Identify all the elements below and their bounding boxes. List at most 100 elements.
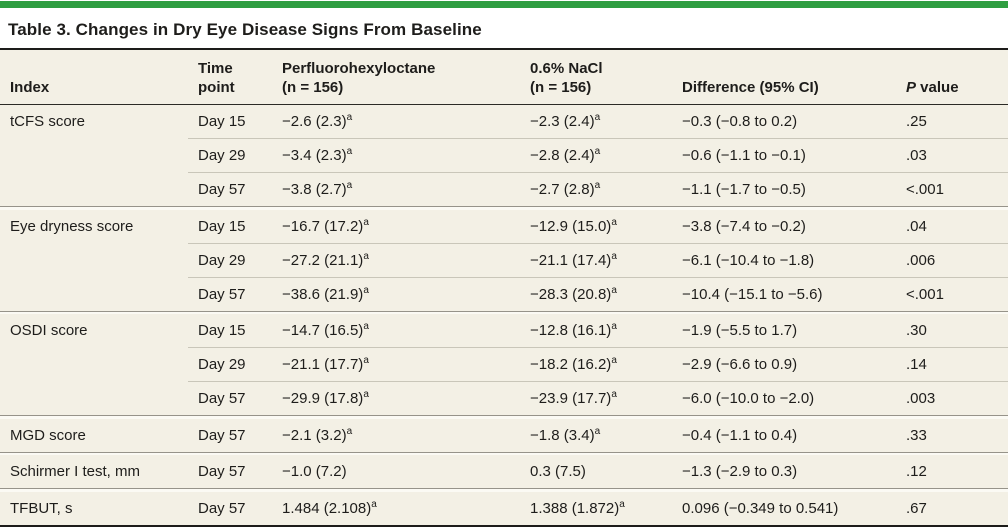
footnote-marker: a — [611, 250, 617, 262]
nacl-cell: −1.8 (3.4)a — [520, 418, 672, 452]
nacl-cell: −18.2 (16.2)a — [520, 347, 672, 382]
table-title: Table 3. Changes in Dry Eye Disease Sign… — [8, 20, 482, 39]
perfluorohexyloctane-cell: −3.8 (2.7)a — [272, 172, 520, 207]
nacl-cell: 0.3 (7.5) — [520, 455, 672, 489]
nacl-cell: −12.8 (16.1)a — [520, 314, 672, 348]
perfluorohexyloctane-cell: −38.6 (21.9)a — [272, 276, 520, 311]
footnote-marker: a — [611, 216, 617, 228]
header-time-point: Time point — [188, 50, 272, 105]
footnote-marker: a — [611, 284, 617, 296]
footnote-marker: a — [611, 355, 617, 366]
nacl-cell: −23.9 (17.7)a — [520, 381, 672, 416]
footnote-marker: a — [363, 284, 369, 296]
p-value-cell: .03 — [896, 138, 1008, 173]
header-p-value: P value — [896, 50, 1008, 105]
perfluorohexyloctane-cell: −3.4 (2.3)a — [272, 138, 520, 173]
difference-cell: −10.4 (−15.1 to −5.6) — [672, 276, 896, 311]
footnote-marker: a — [346, 425, 353, 437]
time-point-cell: Day 57 — [188, 491, 272, 525]
difference-cell: −1.1 (−1.7 to −0.5) — [672, 172, 896, 207]
perfluorohexyloctane-cell: −2.1 (3.2)a — [272, 418, 520, 452]
time-point-cell: Day 29 — [188, 242, 272, 277]
p-value-cell: .30 — [896, 314, 1008, 348]
footnote-marker: a — [594, 112, 601, 123]
table-row: Eye dryness score Day 15 −16.7 (17.2)a −12.… — [0, 209, 1008, 311]
difference-cell: −1.3 (−2.9 to 0.3) — [672, 455, 896, 489]
footnote-marker: a — [371, 498, 377, 510]
footnote-marker: a — [611, 389, 617, 400]
group-separator-cell — [0, 206, 1008, 210]
footnote-marker: a — [346, 180, 353, 191]
perfluorohexyloctane-cell: −16.7 (17.2)a — [272, 209, 520, 243]
table-body: tCFS score Day 15 −2.6 (2.3)a −2.3 (2.4)a −0… — [0, 104, 1008, 525]
difference-cell: −6.0 (−10.0 to −2.0) — [672, 381, 896, 416]
footnote-marker: a — [594, 146, 601, 157]
table-row: Day 29 −21.1 (17.7)a −18.2 (16.2)a −2.9 (−6… — [0, 347, 1008, 382]
p-value-cell: .14 — [896, 347, 1008, 382]
table-header: Index Time point Perfluorohexyloctane (n… — [0, 50, 1008, 105]
p-value-cell: .04 — [896, 209, 1008, 243]
index-cell: Schirmer I test, mm — [0, 455, 188, 489]
p-value-cell: <.001 — [896, 276, 1008, 311]
time-point-cell: Day 29 — [188, 138, 272, 173]
time-point-cell: Day 57 — [188, 455, 272, 489]
header-difference: Difference (95% CI) — [672, 50, 896, 105]
footnote-marker: a — [363, 321, 369, 332]
difference-cell: −0.6 (−1.1 to −0.1) — [672, 138, 896, 173]
p-value-cell: .003 — [896, 381, 1008, 416]
time-point-cell: Day 57 — [188, 418, 272, 452]
table-row: TFBUT, s Day 57 1.484 (2.108)a 1.388 (1.872… — [0, 491, 1008, 525]
difference-cell: 0.096 (−0.349 to 0.541) — [672, 491, 896, 525]
footnote-marker: a — [363, 355, 369, 366]
index-cell: Eye dryness score — [0, 209, 188, 311]
p-value-cell: <.001 — [896, 172, 1008, 207]
table-title-bar: Table 3. Changes in Dry Eye Disease Sign… — [0, 8, 1008, 50]
index-cell: TFBUT, s — [0, 491, 188, 525]
difference-cell: −0.3 (−0.8 to 0.2) — [672, 104, 896, 139]
footnote-marker: a — [363, 216, 369, 228]
table-row: Schirmer I test, mm Day 57 −1.0 (7.2) 0.3 (… — [0, 455, 1008, 489]
p-value-cell: .25 — [896, 104, 1008, 139]
group-separator — [0, 310, 1008, 314]
nacl-cell: 1.388 (1.872)a — [520, 491, 672, 525]
table-bottom-rule — [0, 524, 1008, 527]
table-row: Day 57 −38.6 (21.9)a −28.3 (20.8)a −10.4 (−… — [0, 276, 1008, 311]
table-row: tCFS score Day 15 −2.6 (2.3)a −2.3 (2.4)a −0… — [0, 104, 1008, 207]
time-point-cell: Day 15 — [188, 209, 272, 243]
perfluorohexyloctane-cell: −14.7 (16.5)a — [272, 314, 520, 348]
perfluorohexyloctane-cell: 1.484 (2.108)a — [272, 491, 520, 525]
difference-cell: −2.9 (−6.6 to 0.9) — [672, 347, 896, 382]
time-point-cell: Day 29 — [188, 347, 272, 382]
footnote-marker: a — [594, 425, 601, 437]
footnote-marker: a — [619, 498, 625, 510]
footnote-marker: a — [611, 321, 617, 332]
time-point-cell: Day 57 — [188, 381, 272, 416]
footnote-marker: a — [346, 146, 353, 157]
nacl-cell: −12.9 (15.0)a — [520, 209, 672, 243]
p-value-cell: .006 — [896, 242, 1008, 277]
header-perfluorohexyloctane: Perfluorohexyloctane (n = 156) — [272, 50, 520, 105]
difference-cell: −1.9 (−5.5 to 1.7) — [672, 314, 896, 348]
table-row: Day 29 −3.4 (2.3)a −2.8 (2.4)a −0.6 (−1.1 t… — [0, 138, 1008, 173]
group-separator — [0, 206, 1008, 210]
perfluorohexyloctane-cell: −2.6 (2.3)a — [272, 104, 520, 139]
group-separator-cell — [0, 451, 1008, 455]
group-separator — [0, 415, 1008, 419]
group-separator — [0, 451, 1008, 455]
footnote-marker: a — [363, 250, 369, 262]
table-row: Day 29 −27.2 (21.1)a −21.1 (17.4)a −6.1 (−1… — [0, 242, 1008, 277]
footnote-marker: a — [363, 389, 369, 400]
table-row: Day 57 −3.8 (2.7)a −2.7 (2.8)a −1.1 (−1.7 t… — [0, 172, 1008, 207]
footnote-marker: a — [594, 180, 601, 191]
group-separator — [0, 488, 1008, 492]
dry-eye-signs-table: Index Time point Perfluorohexyloctane (n… — [0, 50, 1008, 525]
accent-top-bar — [0, 1, 1008, 8]
table-row: OSDI score Day 15 −14.7 (16.5)a −12.8 (16.1… — [0, 314, 1008, 416]
difference-cell: −0.4 (−1.1 to 0.4) — [672, 418, 896, 452]
nacl-cell: −28.3 (20.8)a — [520, 276, 672, 311]
nacl-cell: −2.7 (2.8)a — [520, 172, 672, 207]
header-index: Index — [0, 50, 188, 105]
table-row: MGD score Day 57 −2.1 (3.2)a −1.8 (3.4)a −0.… — [0, 418, 1008, 452]
time-point-cell: Day 57 — [188, 172, 272, 207]
difference-cell: −6.1 (−10.4 to −1.8) — [672, 242, 896, 277]
